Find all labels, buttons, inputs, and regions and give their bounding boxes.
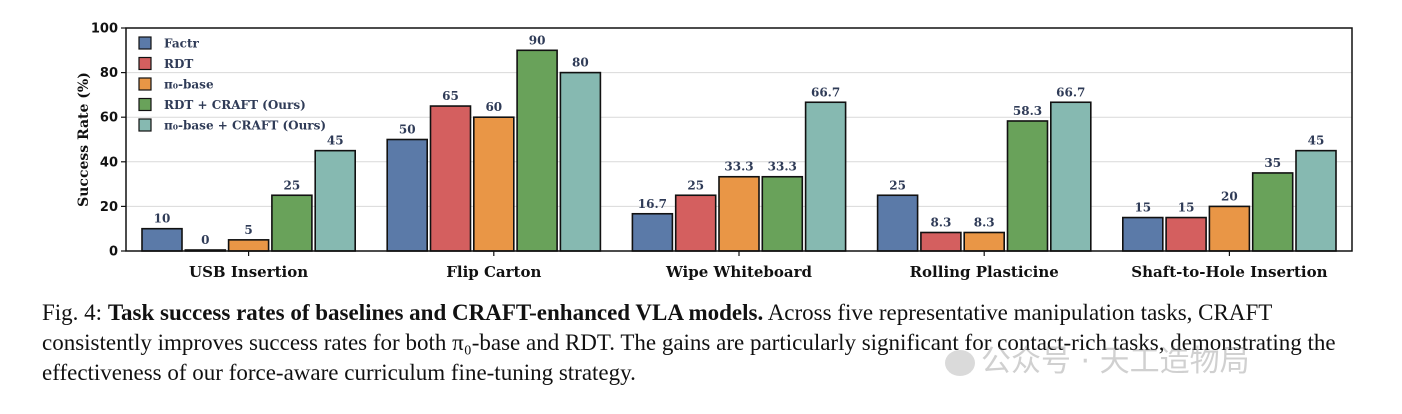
bar — [920, 231, 962, 252]
bar — [718, 175, 760, 252]
y-tick-label: 80 — [100, 66, 118, 81]
caption-text: Across five representative manipulation … — [42, 300, 1336, 385]
bar — [1122, 216, 1164, 252]
bar — [674, 194, 717, 252]
caption-prefix: Fig. 4: — [42, 300, 108, 325]
data-label: 33.3 — [768, 160, 797, 174]
x-tick-label: Flip Carton — [446, 263, 541, 281]
x-tick-label: Shaft-to-Hole Insertion — [1131, 263, 1327, 281]
bar — [314, 149, 357, 252]
bar — [559, 71, 602, 252]
data-label: 66.7 — [1056, 85, 1085, 99]
data-label: 16.7 — [638, 197, 667, 211]
bar — [963, 231, 1006, 252]
legend-label: RDT — [164, 57, 193, 71]
data-label: 35 — [1264, 156, 1281, 170]
data-label: 10 — [154, 212, 171, 226]
wechat-icon — [945, 349, 975, 376]
x-tick-label: USB Insertion — [189, 263, 308, 281]
data-label: 0 — [201, 233, 209, 247]
legend-label: RDT + CRAFT (Ours) — [164, 98, 306, 112]
caption-bold: Task success rates of baselines and CRAF… — [107, 300, 764, 325]
bar — [141, 227, 183, 252]
bar — [1208, 205, 1251, 252]
data-label: 20 — [1221, 189, 1238, 203]
y-axis-label: Success Rate (%) — [76, 72, 92, 207]
data-label: 15 — [1134, 201, 1151, 215]
plot-frame — [125, 27, 1353, 252]
bar — [271, 194, 313, 252]
data-label: 50 — [399, 123, 416, 137]
data-label: 25 — [687, 178, 704, 192]
bar — [386, 138, 429, 252]
data-label: 58.3 — [1013, 104, 1042, 118]
y-ticks: 0 20 40 60 80 100 — [91, 22, 126, 260]
bar — [1006, 120, 1049, 252]
figure-caption: Fig. 4: Task success rates of baselines … — [42, 298, 1362, 388]
legend-label: Factr — [164, 37, 199, 51]
x-ticks: USB Insertion Flip Carton Wipe Whiteboard R… — [189, 251, 1328, 281]
legend-label: π₀-base + CRAFT (Ours) — [164, 119, 326, 133]
bar — [516, 49, 558, 252]
bar — [1251, 172, 1294, 252]
data-label: 66.7 — [811, 85, 840, 99]
x-tick-label: Wipe Whiteboard — [665, 263, 813, 281]
data-label: 8.3 — [930, 215, 951, 229]
bar — [429, 105, 472, 252]
watermark: 公众号 · 天工造物局 — [945, 336, 1250, 380]
value-labels: 10 0 5 25 45 50 65 60 90 80 16.7 25 33.3 33.3 66.7 25 8.… — [154, 33, 1325, 247]
data-label: 80 — [572, 56, 589, 70]
bar — [761, 175, 804, 252]
bars — [141, 49, 1337, 252]
data-label: 45 — [327, 134, 344, 148]
x-tick-label: Rolling Plasticine — [910, 263, 1059, 281]
data-label: 90 — [529, 33, 546, 47]
watermark-text: 公众号 · 天工造物局 — [981, 344, 1250, 379]
data-label: 65 — [442, 89, 459, 103]
legend-swatch — [138, 77, 152, 91]
data-label: 8.3 — [974, 215, 995, 229]
legend-swatch — [138, 97, 152, 112]
bar — [1165, 216, 1207, 252]
bar — [1050, 101, 1092, 252]
y-tick-label: 0 — [109, 245, 118, 260]
bar — [631, 212, 674, 252]
y-tick-label: 40 — [100, 155, 118, 170]
legend-swatch — [138, 56, 152, 71]
bar — [227, 239, 270, 252]
y-tick-label: 60 — [100, 111, 118, 126]
legend: Factr RDT π₀-base RDT + CRAFT (Ours) π₀-base… — [138, 36, 326, 133]
legend-swatch — [138, 118, 152, 132]
data-label: 5 — [244, 223, 252, 237]
bar — [804, 101, 847, 252]
legend-swatch — [138, 36, 152, 50]
y-tick-label: 100 — [91, 22, 118, 37]
y-tick-label: 20 — [100, 200, 118, 215]
data-label: 45 — [1308, 134, 1325, 148]
data-label: 33.3 — [724, 160, 753, 174]
legend-label: π₀-base — [164, 78, 214, 92]
bar — [1295, 149, 1337, 252]
data-label: 25 — [889, 178, 906, 192]
bar — [876, 194, 919, 252]
data-label: 15 — [1178, 201, 1195, 215]
bar — [472, 116, 515, 252]
data-label: 60 — [485, 100, 502, 114]
data-label: 25 — [284, 178, 301, 192]
